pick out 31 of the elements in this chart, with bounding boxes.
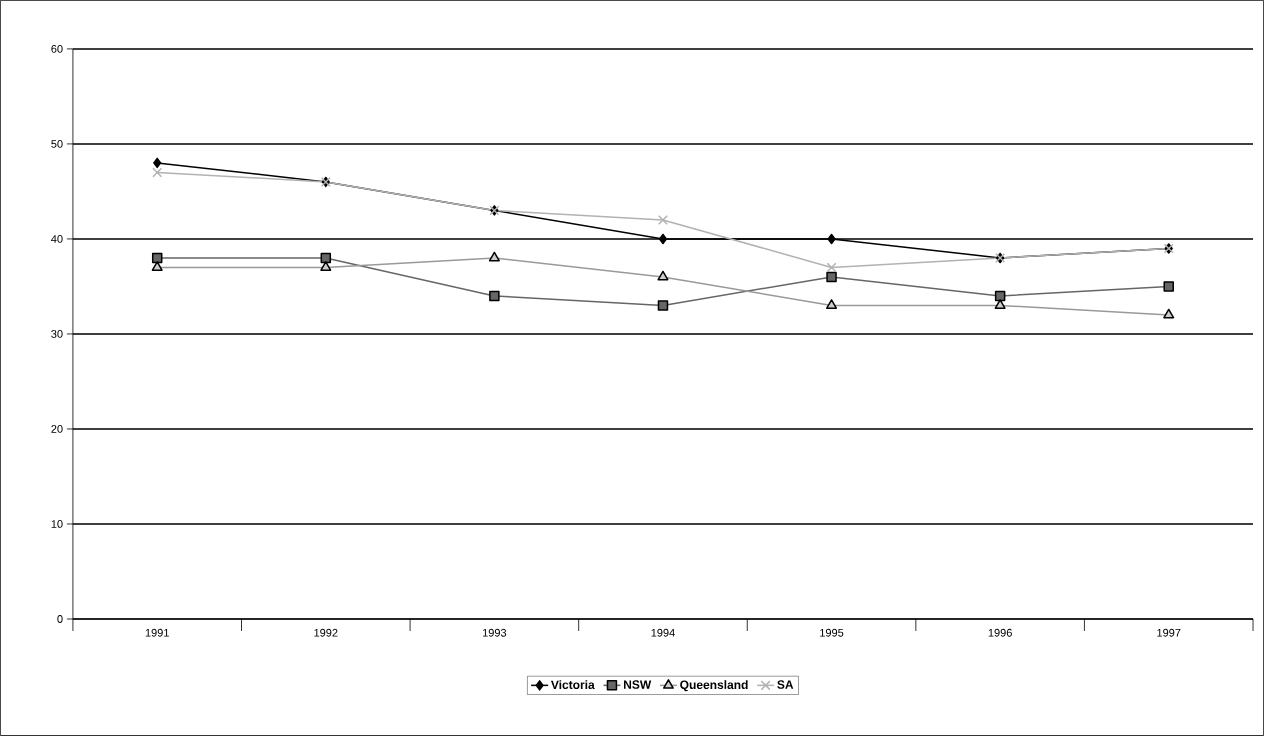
point <box>152 167 163 178</box>
x-tick-label: 1996 <box>988 628 1012 637</box>
x-tick-label: 1995 <box>820 628 844 637</box>
y-tick-label: 20 <box>51 425 63 433</box>
x-tick-label: 1993 <box>482 628 507 637</box>
x-tick-label: 1997 <box>1157 628 1181 637</box>
y-tick-label: 40 <box>51 235 63 243</box>
x-tick-label: 1991 <box>145 628 169 637</box>
point <box>1163 281 1174 292</box>
legend-label: Victoria <box>550 680 595 690</box>
legend-label: SA <box>777 680 794 689</box>
point <box>320 252 332 264</box>
point <box>994 290 1006 302</box>
point <box>827 233 836 245</box>
y-tick-label: 60 <box>51 45 63 53</box>
point <box>151 252 163 264</box>
legend-label: Queensland <box>680 680 748 692</box>
y-tick-label: 50 <box>51 140 63 148</box>
point <box>657 214 668 225</box>
point <box>826 262 837 273</box>
y-tick-label: 0 <box>57 615 63 623</box>
y-tick-label: 30 <box>51 330 63 338</box>
point <box>826 271 837 283</box>
legend-label: NSW <box>623 680 652 689</box>
x-tick-label: 1992 <box>314 628 338 637</box>
x-tick-label: 1994 <box>651 628 675 637</box>
y-tick-label: 10 <box>51 520 63 528</box>
point <box>489 290 500 302</box>
point <box>658 233 668 245</box>
point <box>153 157 162 169</box>
point <box>657 300 669 311</box>
